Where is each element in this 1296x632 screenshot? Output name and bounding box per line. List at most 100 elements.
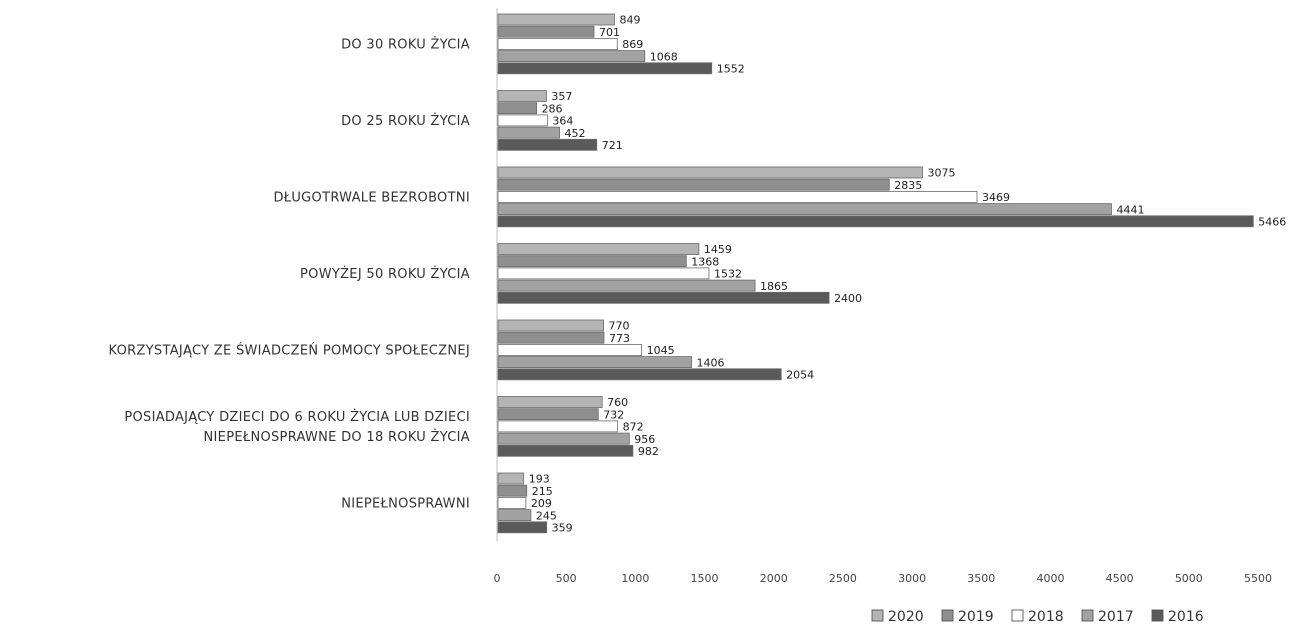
bar-2016: [497, 62, 713, 75]
category-label: NIEPEŁNOSPRAWNE DO 18 ROKU ŻYCIA: [204, 429, 470, 445]
bar-2017: [497, 509, 532, 522]
data-label: 4441: [1116, 203, 1144, 216]
data-label: 701: [599, 26, 620, 39]
bar-2020: [497, 90, 547, 102]
category-label: NIEPEŁNOSPRAWNI: [341, 497, 470, 512]
x-tick-label: 5000: [1175, 572, 1203, 585]
legend-label: 2019: [958, 609, 994, 625]
bars-layer: [497, 13, 1254, 534]
bar-2018: [497, 114, 548, 127]
bar-2019: [497, 25, 595, 38]
bar-2020: [497, 166, 923, 179]
data-label: 869: [622, 38, 643, 51]
category-label: DO 25 ROKU ŻYCIA: [341, 113, 470, 129]
x-tick-label: 3500: [967, 572, 995, 585]
bar-2020: [497, 472, 525, 485]
bar-2019: [497, 484, 528, 497]
bar-2018: [497, 38, 618, 50]
data-label: 760: [607, 396, 628, 409]
bar-2016: [497, 291, 830, 304]
bar-2019: [497, 255, 687, 268]
data-label: 773: [609, 332, 630, 345]
data-label: 3075: [927, 167, 955, 180]
category-label: POWYŻEJ 50 ROKU ŻYCIA: [300, 266, 470, 282]
data-label: 452: [565, 127, 586, 140]
x-tick-label: 500: [556, 572, 577, 585]
legend-label: 2020: [888, 609, 924, 625]
data-label: 5466: [1258, 216, 1286, 229]
data-label: 721: [602, 139, 623, 152]
data-label: 3469: [982, 191, 1010, 204]
x-tick-label: 1500: [691, 572, 719, 585]
x-tick-label: 4000: [1036, 572, 1064, 585]
legend-swatch-2017: [1081, 609, 1094, 622]
bar-2017: [497, 432, 630, 445]
data-label: 2054: [786, 369, 814, 382]
data-label: 359: [552, 522, 573, 535]
bar-2020: [497, 319, 604, 332]
data-label: 364: [552, 115, 573, 128]
data-label: 1045: [647, 344, 675, 357]
data-label: 1532: [714, 268, 742, 281]
x-tick-label: 5500: [1244, 572, 1272, 585]
bar-2017: [497, 203, 1112, 216]
category-label: DŁUGOTRWALE BEZROBOTNI: [273, 191, 470, 206]
x-tick-label: 3000: [898, 572, 926, 585]
axis-layer: 0 500 1000 1500 2000 2500 3000 3500 4000 4500 5000…: [494, 8, 1272, 585]
data-label: 770: [609, 320, 630, 333]
legend: 2020 2019 2018 2017 2016: [871, 609, 1204, 625]
bar-2016: [497, 368, 782, 381]
bar-2020: [497, 243, 700, 255]
category-label: POSIADAJĄCY DZIECI DO 6 ROKU ŻYCIA LUB D…: [124, 409, 470, 425]
data-label: 1865: [760, 280, 788, 293]
data-label: 956: [634, 433, 655, 446]
data-label: 193: [529, 473, 550, 486]
x-tick-label: 2500: [829, 572, 857, 585]
bar-2019: [497, 331, 605, 344]
legend-swatch-2019: [941, 609, 954, 622]
bar-2020: [497, 396, 603, 408]
legend-swatch-2018: [1011, 609, 1024, 622]
legend-swatch-2020: [871, 609, 884, 622]
bar-2016: [497, 521, 548, 534]
data-label: 849: [619, 14, 640, 27]
category-label: KORZYSTAJĄCY ZE ŚWIADCZEŃ POMOCY SPOŁECZ…: [108, 343, 470, 359]
bar-2017: [497, 356, 692, 369]
data-label: 1068: [650, 50, 678, 63]
x-tick-label: 4500: [1106, 572, 1134, 585]
data-label: 2400: [834, 292, 862, 305]
bar-2019: [497, 102, 537, 115]
legend-label: 2017: [1098, 609, 1134, 625]
bar-2017: [497, 50, 646, 62]
bar-2016: [497, 138, 598, 151]
bar-2018: [497, 190, 978, 203]
x-tick-label: 1000: [621, 572, 649, 585]
legend-label: 2018: [1028, 609, 1064, 625]
data-label: 732: [603, 408, 624, 421]
data-label: 1368: [691, 255, 719, 268]
bar-2018: [497, 267, 710, 280]
bar-2018: [497, 343, 642, 356]
data-label: 357: [551, 90, 572, 103]
data-label: 245: [536, 509, 557, 522]
category-label: DO 30 ROKU ŻYCIA: [341, 37, 470, 53]
legend-label: 2016: [1168, 609, 1204, 625]
legend-swatch-2016: [1151, 609, 1164, 622]
data-label: 1406: [697, 356, 725, 369]
data-label: 1552: [717, 63, 745, 76]
bar-2016: [497, 444, 634, 457]
data-label: 2835: [894, 179, 922, 192]
data-label: 982: [638, 445, 659, 458]
data-label: 286: [542, 102, 563, 115]
bar-2016: [497, 215, 1254, 228]
data-label: 872: [623, 421, 644, 434]
bar-2019: [497, 408, 599, 421]
data-label: 209: [531, 497, 552, 510]
data-label: 1459: [704, 243, 732, 256]
bar-2018: [497, 420, 619, 433]
x-tick-label: 0: [494, 572, 501, 585]
bar-2017: [497, 126, 560, 139]
